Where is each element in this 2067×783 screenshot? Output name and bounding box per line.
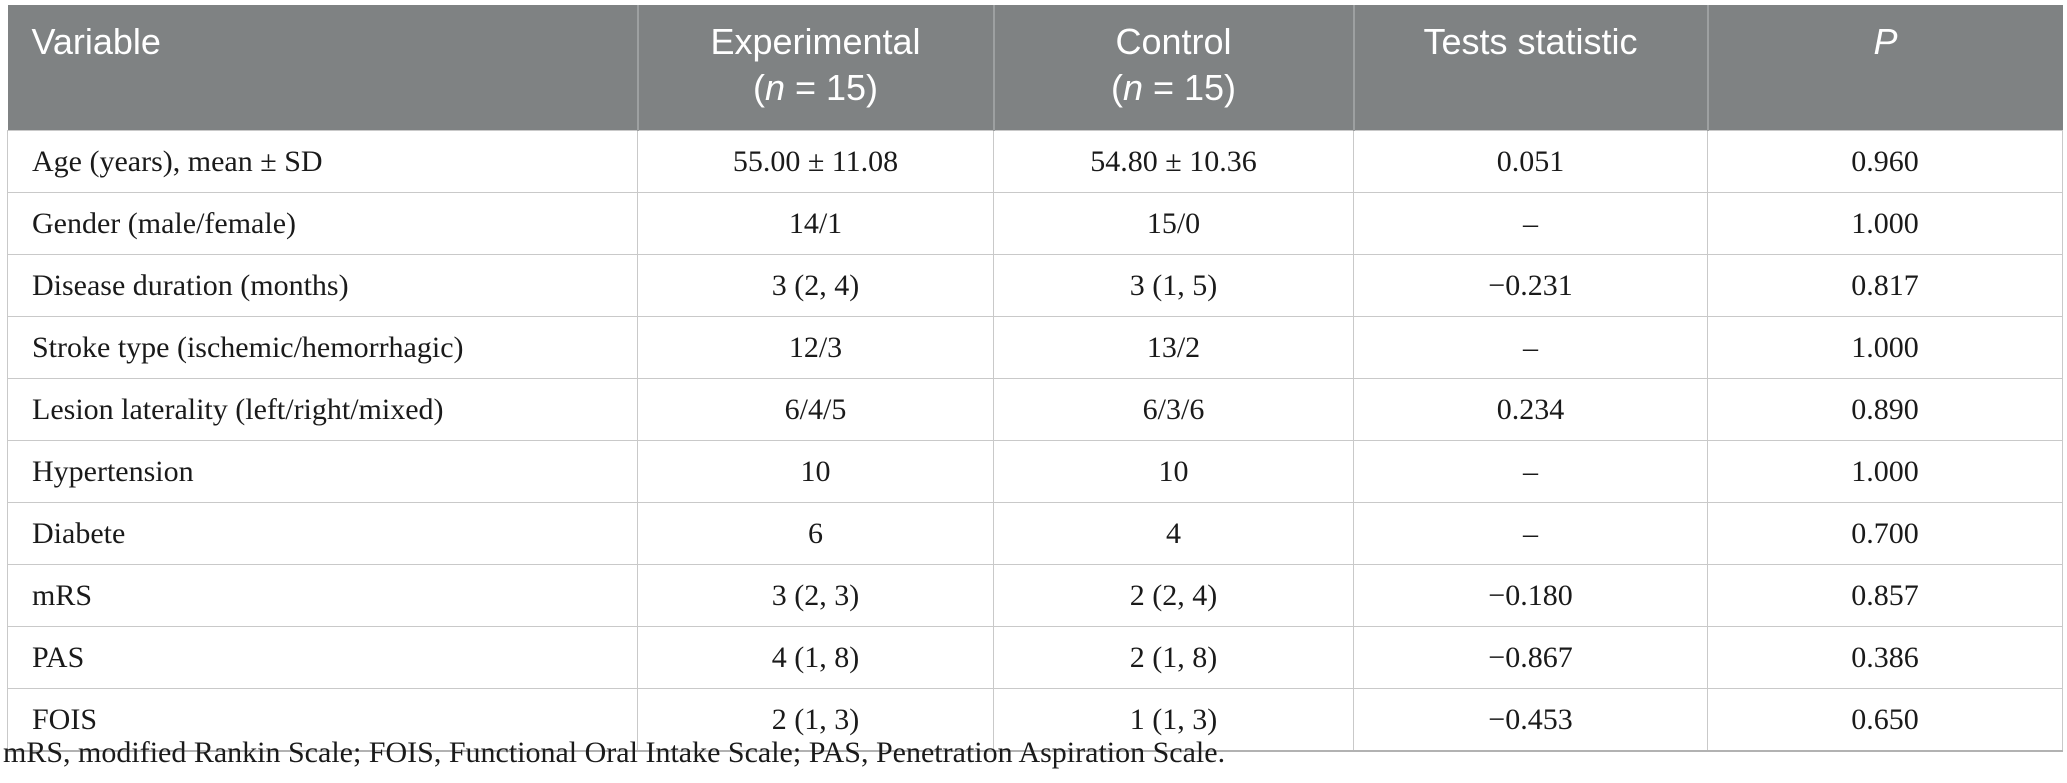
column-header-tests-statistic-label: Tests statistic	[1423, 21, 1638, 62]
column-header-control: Control (n = 15)	[993, 5, 1355, 131]
cell-variable: Lesion laterality (left/right/mixed)	[7, 378, 638, 441]
cell-experimental: 2 (1, 3)	[637, 688, 994, 752]
cell-experimental: 12/3	[637, 316, 994, 379]
cell-tests-statistic: −0.180	[1353, 564, 1708, 627]
cell-experimental: 3 (2, 3)	[637, 564, 994, 627]
cell-experimental: 6/4/5	[637, 378, 994, 441]
cell-tests-statistic: −0.867	[1353, 626, 1708, 689]
table-body: Age (years), mean ± SD 55.00 ± 11.08 54.…	[7, 130, 2063, 752]
table-row: Disease duration (months) 3 (2, 4) 3 (1,…	[7, 254, 2063, 317]
cell-control: 10	[993, 440, 1354, 503]
n-value: = 15)	[784, 67, 879, 108]
cell-tests-statistic: –	[1353, 316, 1708, 379]
cell-p-value: 0.817	[1707, 254, 2063, 317]
table-row: Age (years), mean ± SD 55.00 ± 11.08 54.…	[7, 130, 2063, 193]
cell-experimental: 14/1	[637, 192, 994, 255]
cell-p-value: 1.000	[1707, 440, 2063, 503]
table-row: mRS 3 (2, 3) 2 (2, 4) −0.180 0.857	[7, 564, 2063, 627]
cell-p-value: 0.857	[1707, 564, 2063, 627]
n-symbol: n	[764, 67, 785, 108]
cell-control: 6/3/6	[993, 378, 1354, 441]
cell-experimental: 4 (1, 8)	[637, 626, 994, 689]
cell-tests-statistic: 0.051	[1353, 130, 1708, 193]
cell-variable: Disease duration (months)	[7, 254, 638, 317]
cell-variable: FOIS	[7, 688, 638, 752]
cell-p-value: 1.000	[1707, 316, 2063, 379]
cell-p-value: 0.386	[1707, 626, 2063, 689]
cell-experimental: 6	[637, 502, 994, 565]
cell-variable: Age (years), mean ± SD	[7, 130, 638, 193]
cell-variable: Stroke type (ischemic/hemorrhagic)	[7, 316, 638, 379]
table-row: Lesion laterality (left/right/mixed) 6/4…	[7, 378, 2063, 441]
column-header-experimental-label: Experimental	[710, 21, 921, 62]
column-header-experimental-n: (n = 15)	[639, 65, 993, 111]
column-header-experimental: Experimental (n = 15)	[637, 5, 995, 131]
table-row: PAS 4 (1, 8) 2 (1, 8) −0.867 0.386	[7, 626, 2063, 689]
cell-control: 2 (1, 8)	[993, 626, 1354, 689]
paren-open: (	[1110, 67, 1123, 108]
cell-variable: Gender (male/female)	[7, 192, 638, 255]
cell-control: 54.80 ± 10.36	[993, 130, 1354, 193]
cell-control: 2 (2, 4)	[993, 564, 1354, 627]
n-symbol: n	[1122, 67, 1143, 108]
baseline-characteristics-table: Variable Experimental (n = 15) Control (…	[7, 5, 2063, 752]
table-row: FOIS 2 (1, 3) 1 (1, 3) −0.453 0.650	[7, 688, 2063, 752]
cell-control: 13/2	[993, 316, 1354, 379]
n-value: = 15)	[1142, 67, 1237, 108]
cell-control: 1 (1, 3)	[993, 688, 1354, 752]
cell-variable: mRS	[7, 564, 638, 627]
cell-p-value: 1.000	[1707, 192, 2063, 255]
column-header-control-n: (n = 15)	[995, 65, 1353, 111]
table-header: Variable Experimental (n = 15) Control (…	[7, 5, 2063, 131]
cell-control: 15/0	[993, 192, 1354, 255]
cell-experimental: 3 (2, 4)	[637, 254, 994, 317]
table-row: Hypertension 10 10 – 1.000	[7, 440, 2063, 503]
cell-tests-statistic: −0.231	[1353, 254, 1708, 317]
column-header-control-label: Control	[1115, 21, 1232, 62]
cell-variable: Diabete	[7, 502, 638, 565]
paren-open: (	[752, 67, 765, 108]
cell-experimental: 55.00 ± 11.08	[637, 130, 994, 193]
cell-variable: PAS	[7, 626, 638, 689]
column-header-tests-statistic: Tests statistic	[1353, 5, 1709, 131]
column-header-variable-label: Variable	[31, 21, 161, 62]
column-header-variable: Variable	[7, 5, 639, 131]
cell-control: 3 (1, 5)	[993, 254, 1354, 317]
cell-p-value: 0.700	[1707, 502, 2063, 565]
column-header-p-value-label: P	[1873, 21, 1898, 62]
cell-tests-statistic: −0.453	[1353, 688, 1708, 752]
table-footnote: mRS, modified Rankin Scale; FOIS, Functi…	[3, 736, 1226, 769]
cell-variable: Hypertension	[7, 440, 638, 503]
cell-control: 4	[993, 502, 1354, 565]
cell-tests-statistic: –	[1353, 440, 1708, 503]
column-header-p-value: P	[1707, 5, 2063, 131]
cell-tests-statistic: –	[1353, 502, 1708, 565]
cell-experimental: 10	[637, 440, 994, 503]
cell-p-value: 0.890	[1707, 378, 2063, 441]
table-row: Stroke type (ischemic/hemorrhagic) 12/3 …	[7, 316, 2063, 379]
header-row: Variable Experimental (n = 15) Control (…	[7, 5, 2063, 131]
cell-tests-statistic: 0.234	[1353, 378, 1708, 441]
table-row: Diabete 6 4 – 0.700	[7, 502, 2063, 565]
cell-p-value: 0.960	[1707, 130, 2063, 193]
cell-tests-statistic: –	[1353, 192, 1708, 255]
cell-p-value: 0.650	[1707, 688, 2063, 752]
table-row: Gender (male/female) 14/1 15/0 – 1.000	[7, 192, 2063, 255]
